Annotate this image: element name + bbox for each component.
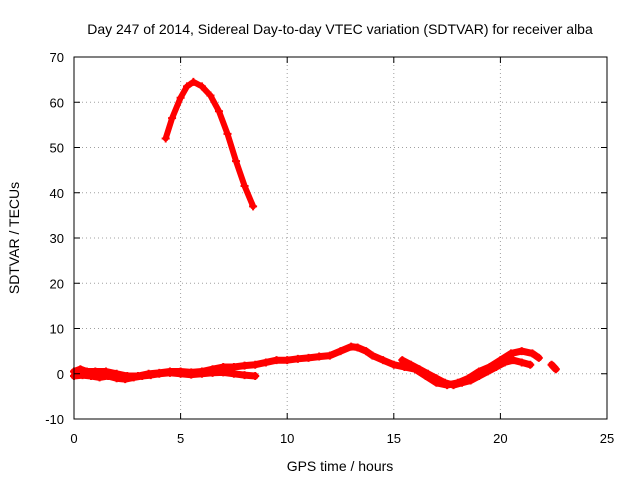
x-tick-label: 15 — [387, 431, 401, 446]
data-point — [95, 373, 104, 382]
data-point — [214, 107, 223, 116]
data-point — [121, 375, 130, 384]
data-point — [304, 353, 313, 362]
data-point — [176, 369, 185, 378]
data-point — [509, 356, 518, 365]
data-point — [526, 360, 535, 369]
data-point — [315, 352, 324, 361]
data-point — [168, 114, 177, 123]
data-point — [112, 374, 121, 383]
data-point — [129, 373, 138, 382]
data-point — [368, 351, 377, 360]
data-point — [138, 372, 147, 381]
data-point — [406, 360, 415, 369]
data-point — [249, 202, 258, 211]
y-tick-label: 10 — [50, 322, 64, 337]
y-tick-label: 30 — [50, 231, 64, 246]
data-point — [398, 356, 407, 365]
data-point — [551, 365, 560, 374]
data-point — [240, 371, 249, 380]
data-point — [189, 77, 198, 86]
data-point — [362, 347, 371, 356]
grid — [74, 57, 607, 419]
data-point — [379, 356, 388, 365]
y-tick-label: -10 — [45, 412, 64, 427]
data-point — [492, 362, 501, 371]
x-tick-label: 5 — [177, 431, 184, 446]
x-tick-label: 0 — [70, 431, 77, 446]
data-point — [208, 368, 217, 377]
data-point — [325, 351, 334, 360]
data-point — [458, 378, 467, 387]
data-point — [229, 362, 238, 371]
data-point — [517, 358, 526, 367]
data-point — [547, 360, 556, 369]
data-point — [87, 372, 96, 381]
data-point — [197, 82, 206, 91]
data-point — [161, 134, 170, 143]
data-point — [251, 360, 260, 369]
y-tick-label: 70 — [50, 50, 64, 65]
data-point — [440, 378, 449, 387]
x-axis-title: GPS time / hours — [287, 458, 394, 474]
data-point — [517, 347, 526, 356]
chart-title: Day 247 of 2014, Sidereal Day-to-day VTE… — [87, 21, 593, 37]
data-point — [78, 371, 87, 380]
data-point — [176, 93, 185, 102]
data-point — [283, 356, 292, 365]
data-point — [187, 370, 196, 379]
data-point — [466, 376, 475, 385]
data-point — [240, 181, 249, 190]
data-point — [229, 369, 238, 378]
plot-area — [70, 77, 560, 390]
data-point — [232, 157, 241, 166]
y-axis-title: SDTVAR / TECUs — [6, 182, 22, 294]
data-point — [528, 349, 537, 358]
data-point — [251, 372, 260, 381]
x-tick-label: 25 — [600, 431, 614, 446]
data-point — [432, 374, 441, 383]
data-point — [534, 353, 543, 362]
x-tick-label: 10 — [280, 431, 294, 446]
data-point — [206, 91, 215, 100]
data-point — [146, 371, 155, 380]
data-point — [197, 369, 206, 378]
data-point — [415, 365, 424, 374]
data-point — [261, 358, 270, 367]
data-point — [483, 367, 492, 376]
data-point — [272, 356, 281, 365]
data-point — [182, 82, 191, 91]
data-point — [389, 360, 398, 369]
data-point — [165, 368, 174, 377]
y-tick-labels: -10 0 10 20 30 40 50 60 70 — [45, 50, 64, 427]
y-tick-label: 0 — [57, 367, 64, 382]
data-point — [219, 368, 228, 377]
data-point — [223, 129, 232, 138]
series-line — [162, 78, 257, 210]
x-tick-labels: 0 5 10 15 20 25 — [70, 431, 614, 446]
y-tick-label: 20 — [50, 276, 64, 291]
series-line — [398, 356, 534, 389]
data-point — [353, 343, 362, 352]
data-point — [240, 361, 249, 370]
data-point — [155, 369, 164, 378]
data-point — [104, 372, 113, 381]
data-point — [507, 349, 516, 358]
axis-ticks — [73, 56, 608, 420]
x-tick-label: 20 — [493, 431, 507, 446]
data-point — [500, 358, 509, 367]
data-point — [475, 372, 484, 381]
data-point — [293, 354, 302, 363]
y-tick-label: 50 — [50, 141, 64, 156]
y-tick-label: 60 — [50, 95, 64, 110]
data-point — [336, 347, 345, 356]
data-point — [423, 369, 432, 378]
y-tick-label: 40 — [50, 186, 64, 201]
data-point — [449, 381, 458, 390]
